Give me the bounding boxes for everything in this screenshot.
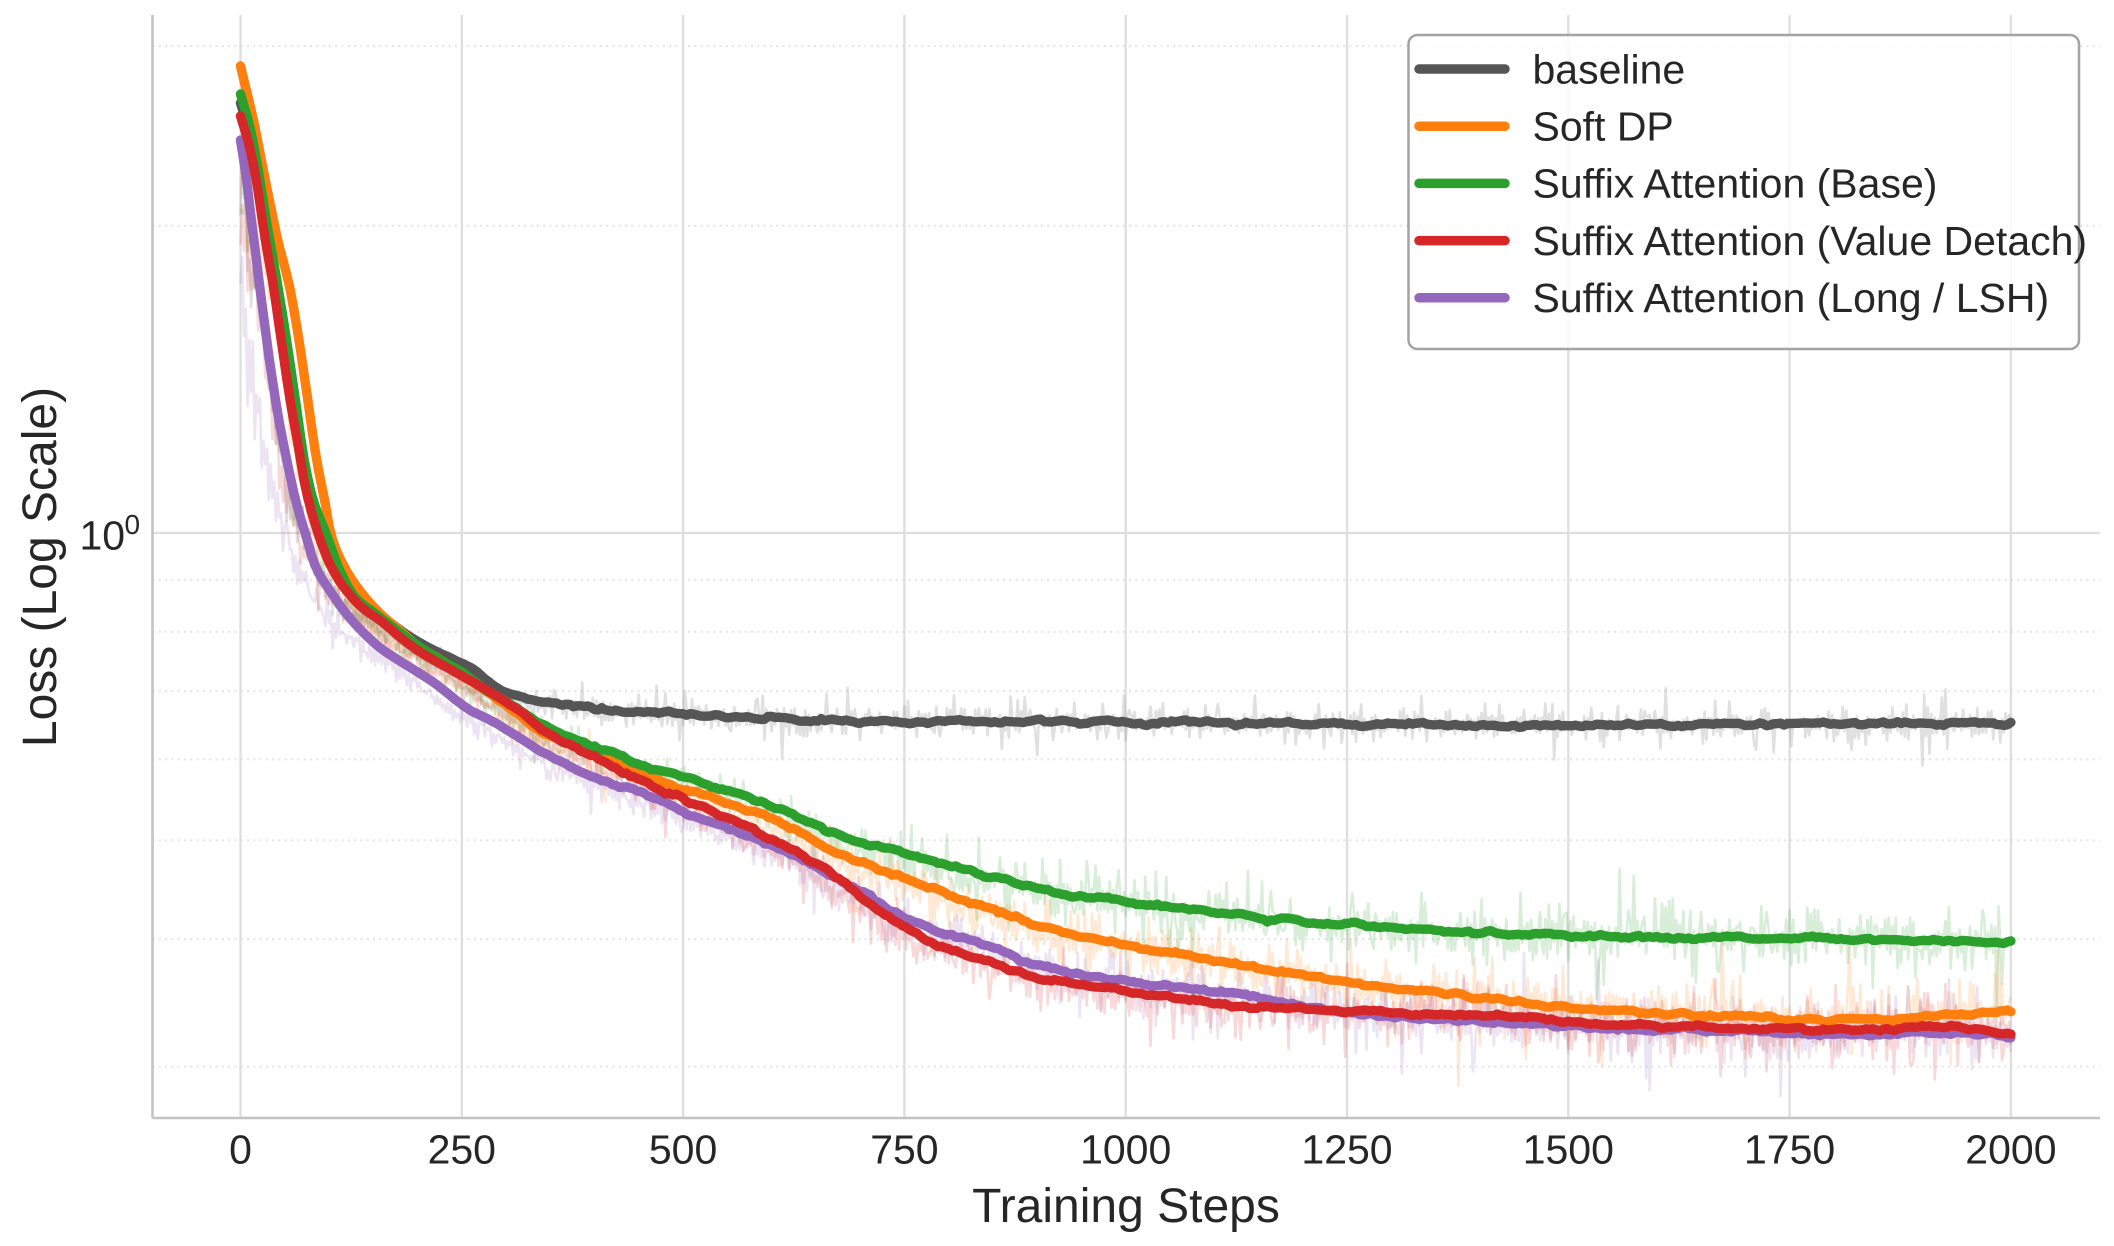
- svg-text:Suffix Attention (Long / LSH): Suffix Attention (Long / LSH): [1533, 275, 2050, 321]
- svg-text:750: 750: [870, 1126, 938, 1172]
- svg-text:250: 250: [428, 1126, 496, 1172]
- svg-text:1750: 1750: [1744, 1126, 1835, 1172]
- svg-text:Soft DP: Soft DP: [1533, 104, 1674, 150]
- svg-text:0: 0: [229, 1126, 252, 1172]
- svg-text:Training Steps: Training Steps: [972, 1180, 1280, 1233]
- svg-text:1000: 1000: [1080, 1126, 1171, 1172]
- svg-text:500: 500: [649, 1126, 717, 1172]
- svg-text:baseline: baseline: [1533, 46, 1686, 92]
- svg-text:2000: 2000: [1965, 1126, 2056, 1172]
- svg-text:10: 10: [80, 513, 126, 559]
- svg-text:Suffix Attention (Base): Suffix Attention (Base): [1533, 161, 1938, 207]
- svg-text:Suffix Attention (Value Detach: Suffix Attention (Value Detach): [1533, 218, 2088, 264]
- svg-text:1250: 1250: [1301, 1126, 1392, 1172]
- svg-text:Loss (Log Scale): Loss (Log Scale): [14, 387, 67, 747]
- svg-text:0: 0: [125, 509, 141, 540]
- svg-text:1500: 1500: [1523, 1126, 1614, 1172]
